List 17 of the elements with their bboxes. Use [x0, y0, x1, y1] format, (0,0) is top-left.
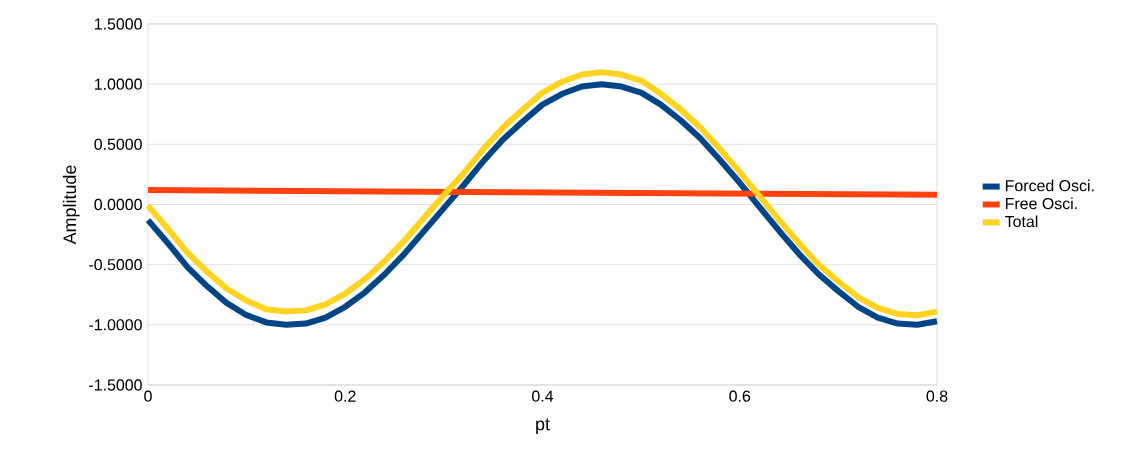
x-tick-label: 0.6: [729, 390, 751, 402]
y-tick-label: 0.5000: [94, 138, 142, 150]
y-tick-label: -1.5000: [89, 379, 142, 391]
y-tick-label: -0.5000: [89, 259, 142, 271]
legend-label: Free Osci.: [1005, 197, 1077, 210]
y-tick-label: -1.0000: [89, 319, 142, 331]
legend-label: Total: [1005, 215, 1038, 228]
y-tick-label: 0.0000: [94, 198, 142, 211]
x-tick-label: 0.8: [926, 390, 948, 402]
legend-label: Forced Osci.: [1005, 179, 1094, 192]
y-tick-label: 1.5000: [94, 18, 142, 30]
x-tick-label: 0: [144, 390, 152, 402]
x-tick-label: 0.4: [532, 390, 554, 402]
y-axis-title: Amplitude: [62, 165, 80, 245]
y-tick-label: 1.0000: [94, 78, 142, 90]
x-tick-label: 0.2: [334, 390, 356, 402]
x-axis-title: pt: [536, 418, 550, 434]
